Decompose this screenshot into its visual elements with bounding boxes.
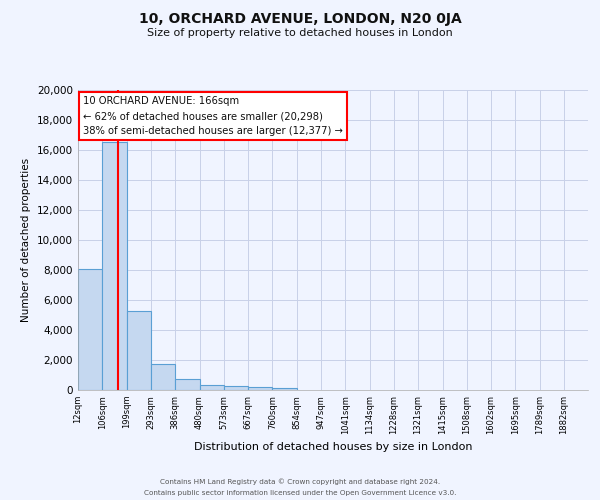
Bar bbox=[78, 269, 103, 390]
Y-axis label: Number of detached properties: Number of detached properties bbox=[22, 158, 31, 322]
Bar bbox=[127, 311, 151, 390]
Bar bbox=[272, 388, 297, 390]
Bar bbox=[151, 364, 175, 390]
Bar bbox=[224, 386, 248, 390]
Bar bbox=[248, 387, 272, 390]
Text: Contains public sector information licensed under the Open Government Licence v3: Contains public sector information licen… bbox=[144, 490, 456, 496]
Text: 10 ORCHARD AVENUE: 166sqm
← 62% of detached houses are smaller (20,298)
38% of s: 10 ORCHARD AVENUE: 166sqm ← 62% of detac… bbox=[83, 96, 343, 136]
Text: Size of property relative to detached houses in London: Size of property relative to detached ho… bbox=[147, 28, 453, 38]
Bar bbox=[103, 142, 127, 390]
Bar bbox=[200, 385, 224, 390]
X-axis label: Distribution of detached houses by size in London: Distribution of detached houses by size … bbox=[194, 442, 472, 452]
Text: Contains HM Land Registry data © Crown copyright and database right 2024.: Contains HM Land Registry data © Crown c… bbox=[160, 478, 440, 485]
Text: 10, ORCHARD AVENUE, LONDON, N20 0JA: 10, ORCHARD AVENUE, LONDON, N20 0JA bbox=[139, 12, 461, 26]
Bar bbox=[175, 379, 200, 390]
